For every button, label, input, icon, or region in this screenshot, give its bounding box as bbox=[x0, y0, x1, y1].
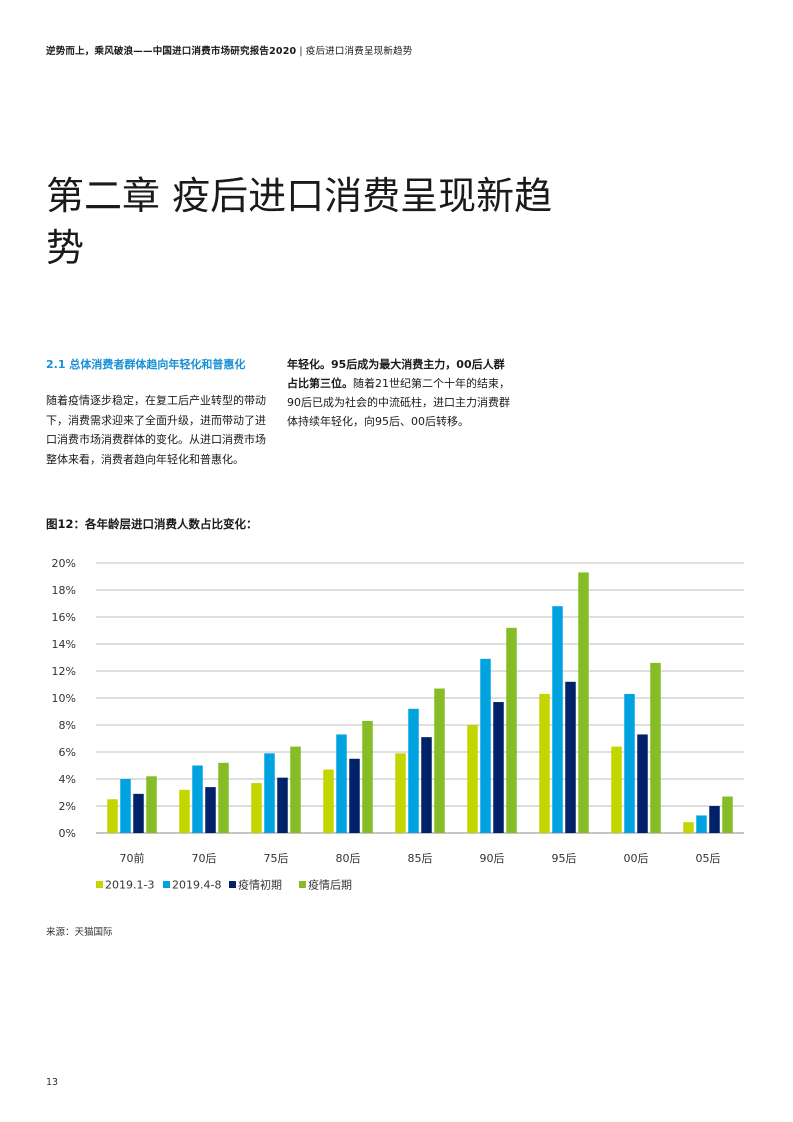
legend-swatch bbox=[96, 881, 103, 888]
bar bbox=[205, 787, 216, 833]
bar bbox=[323, 769, 334, 833]
bar bbox=[722, 796, 733, 833]
bar bbox=[506, 627, 517, 833]
y-tick-label: 14% bbox=[52, 638, 76, 651]
x-tick-label: 75后 bbox=[264, 852, 289, 865]
bar bbox=[611, 746, 622, 833]
y-tick-label: 16% bbox=[52, 611, 76, 624]
header-separator: | bbox=[299, 46, 303, 57]
bar bbox=[218, 762, 229, 833]
x-tick-label: 95后 bbox=[552, 852, 577, 865]
x-tick-label: 90后 bbox=[480, 852, 505, 865]
bar bbox=[552, 606, 563, 833]
bar bbox=[650, 662, 661, 833]
x-tick-label: 70前 bbox=[120, 851, 145, 865]
bar bbox=[434, 688, 445, 833]
y-tick-label: 0% bbox=[59, 827, 76, 840]
y-tick-label: 10% bbox=[52, 692, 76, 705]
bar bbox=[107, 799, 118, 833]
x-tick-label: 85后 bbox=[408, 852, 433, 865]
section-paragraph-left: 随着疫情逐步稳定，在复工后产业转型的带动下，消费需求迎来了全面升级，进而带动了进… bbox=[46, 394, 266, 466]
legend-label: 疫情后期 bbox=[308, 878, 352, 892]
x-tick-label: 05后 bbox=[696, 852, 721, 865]
legend-swatch bbox=[299, 881, 306, 888]
bar bbox=[683, 822, 694, 833]
bar-chart: 0% 2% 4% 6% 8% 10% 12% 14% 16% 18% 20% 70前 70后 75后 80后… bbox=[52, 557, 744, 892]
bar bbox=[362, 720, 373, 833]
bar bbox=[467, 725, 478, 833]
bar bbox=[120, 779, 131, 833]
bar bbox=[290, 746, 301, 833]
chapter-title: 第二章 疫后进口消费呈现新趋势 bbox=[46, 174, 553, 270]
legend-swatch bbox=[229, 881, 236, 888]
section-paragraph-right: 年轻化。95后成为最大消费主力，00后人群占比第三位。随着21世纪第二个十年的结… bbox=[287, 355, 512, 431]
y-tick-label: 2% bbox=[59, 800, 76, 813]
bar bbox=[408, 708, 419, 833]
legend-label: 2019.1-3 bbox=[105, 879, 154, 892]
legend-label: 疫情初期 bbox=[238, 878, 282, 892]
bar bbox=[578, 572, 589, 833]
bar bbox=[277, 777, 288, 833]
bar bbox=[395, 753, 406, 833]
bar bbox=[349, 758, 360, 833]
bar bbox=[480, 658, 491, 833]
running-header: 逆势而上，乘风破浪——中国进口消费市场研究报告2020 | 疫后进口消费呈现新趋势 bbox=[46, 43, 412, 57]
y-tick-label: 12% bbox=[52, 665, 76, 678]
x-tick-label: 00后 bbox=[624, 852, 649, 865]
section-heading: 2.1 总体消费者群体趋向年轻化和普惠化 bbox=[46, 358, 246, 371]
source-note: 来源：天猫国际 bbox=[46, 927, 113, 938]
bar bbox=[133, 793, 144, 833]
y-tick-label: 18% bbox=[52, 584, 76, 597]
header-section: 疫后进口消费呈现新趋势 bbox=[305, 46, 413, 57]
legend-swatch bbox=[163, 881, 170, 888]
figure-title: 图12：各年龄层进口消费人数占比变化： bbox=[46, 517, 258, 531]
page-number: 13 bbox=[46, 1077, 59, 1088]
y-tick-label: 20% bbox=[52, 557, 76, 570]
y-tick-label: 4% bbox=[59, 773, 76, 786]
bar bbox=[624, 693, 635, 833]
bar bbox=[637, 734, 648, 833]
report-title: 逆势而上，乘风破浪——中国进口消费市场研究报告2020 bbox=[46, 46, 297, 57]
bar bbox=[493, 702, 504, 833]
bar bbox=[251, 783, 262, 833]
bar bbox=[179, 789, 190, 833]
bar bbox=[421, 737, 432, 833]
section-paragraph-right-emphasis: 年轻化。95后成为最大消费主力，00后人群占比第三位。 bbox=[287, 358, 505, 390]
bar bbox=[264, 753, 275, 833]
bar bbox=[709, 806, 720, 833]
legend-label: 2019.4-8 bbox=[172, 879, 221, 892]
bar bbox=[696, 815, 707, 833]
y-tick-label: 8% bbox=[59, 719, 76, 732]
y-tick-label: 6% bbox=[59, 746, 76, 759]
bar bbox=[192, 765, 203, 833]
section-paragraph-right-body: 随着21世纪第二个十年的结束，90后已成为社会的中流砥柱，进口主力消费群体持续年… bbox=[287, 377, 510, 428]
bar bbox=[336, 734, 347, 833]
bar bbox=[146, 776, 157, 833]
bar bbox=[539, 693, 550, 833]
x-tick-label: 80后 bbox=[336, 852, 361, 865]
bar bbox=[565, 681, 576, 833]
x-tick-label: 70后 bbox=[192, 852, 217, 865]
